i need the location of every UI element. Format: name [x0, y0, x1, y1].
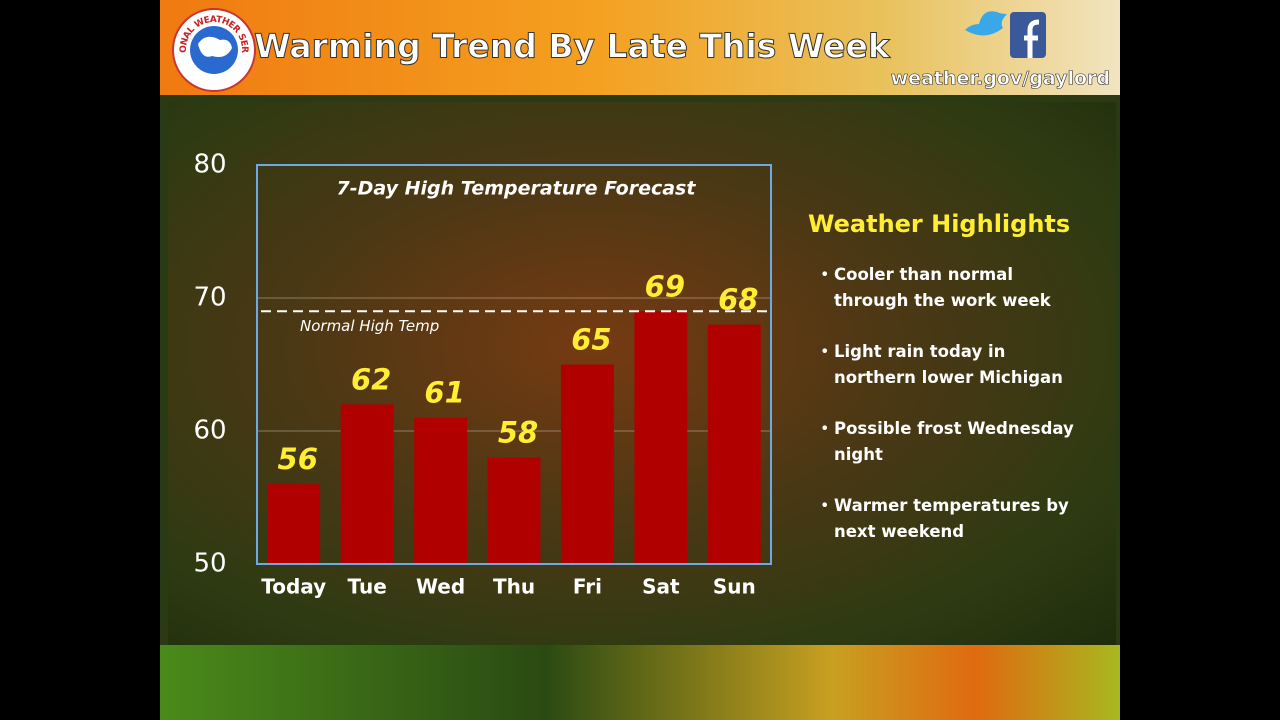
highlight-item: Cooler than normal through the work week	[834, 265, 1052, 310]
bullet: •	[820, 496, 829, 515]
bar	[340, 404, 394, 564]
y-tick-label: 50	[193, 549, 226, 579]
value-label: 56	[278, 442, 318, 476]
bar	[560, 364, 614, 564]
highlights-title: Weather Highlights	[808, 210, 1070, 238]
header-band	[160, 0, 1120, 95]
highlight-line: Warmer temperatures by	[834, 496, 1069, 515]
value-label: 65	[571, 323, 611, 357]
highlight-line: through the work week	[834, 291, 1052, 310]
bar	[634, 311, 688, 564]
slide-title: Warming Trend By Late This Week	[254, 27, 891, 66]
x-tick-label: Sat	[642, 575, 680, 599]
bullet: •	[820, 265, 829, 284]
website: weather.gov/gaylord	[891, 68, 1110, 90]
x-tick-label: Tue	[348, 575, 387, 599]
bar	[414, 417, 468, 564]
x-tick-label: Today	[261, 575, 326, 599]
x-tick-label: Fri	[573, 575, 602, 599]
twitter-icon	[965, 11, 1007, 36]
value-label: 69	[645, 269, 685, 303]
x-tick-label: Wed	[416, 575, 465, 599]
social-icons	[965, 11, 1046, 58]
bullet: •	[820, 419, 829, 438]
highlight-line: night	[834, 445, 883, 464]
bullet: •	[820, 342, 829, 361]
x-tick-label: Thu	[493, 575, 535, 599]
logo-cloud	[198, 36, 232, 57]
y-tick-label: 70	[193, 283, 226, 313]
highlight-item: Warmer temperatures by next weekend	[834, 496, 1069, 541]
highlight-item: Possible frost Wednesday night	[834, 419, 1074, 464]
bar	[487, 457, 541, 564]
value-label: 61	[424, 376, 464, 410]
bar	[267, 484, 321, 564]
y-tick-label: 80	[193, 150, 226, 180]
bar	[707, 324, 761, 564]
value-label: 62	[351, 362, 391, 396]
highlight-line: northern lower Michigan	[834, 368, 1063, 387]
y-tick-label: 60	[193, 416, 226, 446]
highlight-item: Light rain today in northern lower Michig…	[834, 342, 1063, 387]
chart-title: 7-Day High Temperature Forecast	[337, 178, 697, 200]
footer-foliage	[160, 645, 1120, 720]
highlight-line: Cooler than normal	[834, 265, 1013, 284]
reference-label: Normal High Temp	[300, 317, 439, 335]
value-label: 68	[718, 283, 758, 317]
facebook-glyph	[1024, 19, 1040, 58]
value-label: 58	[498, 416, 538, 450]
highlight-line: Light rain today in	[834, 342, 1005, 361]
highlight-line: next weekend	[834, 522, 964, 541]
nws-logo: NATIONAL WEATHER SERVICE	[0, 0, 256, 92]
x-tick-label: Sun	[713, 575, 756, 599]
highlight-line: Possible frost Wednesday	[834, 419, 1074, 438]
plot-border	[256, 164, 772, 565]
